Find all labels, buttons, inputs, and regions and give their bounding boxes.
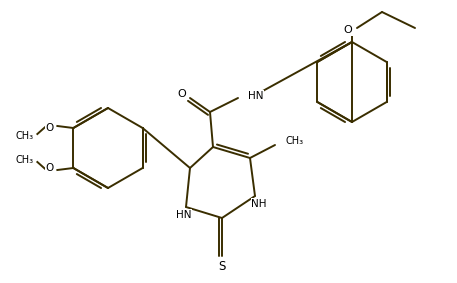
Text: HN: HN (176, 210, 192, 220)
Text: NH: NH (251, 199, 267, 209)
Text: HN: HN (248, 91, 264, 101)
Text: O: O (45, 163, 53, 173)
Text: CH₃: CH₃ (15, 131, 33, 141)
Text: O: O (178, 89, 186, 99)
Text: O: O (45, 123, 53, 133)
Text: O: O (344, 25, 352, 35)
Text: CH₃: CH₃ (15, 155, 33, 165)
Text: S: S (218, 260, 226, 273)
Text: CH₃: CH₃ (285, 136, 303, 146)
